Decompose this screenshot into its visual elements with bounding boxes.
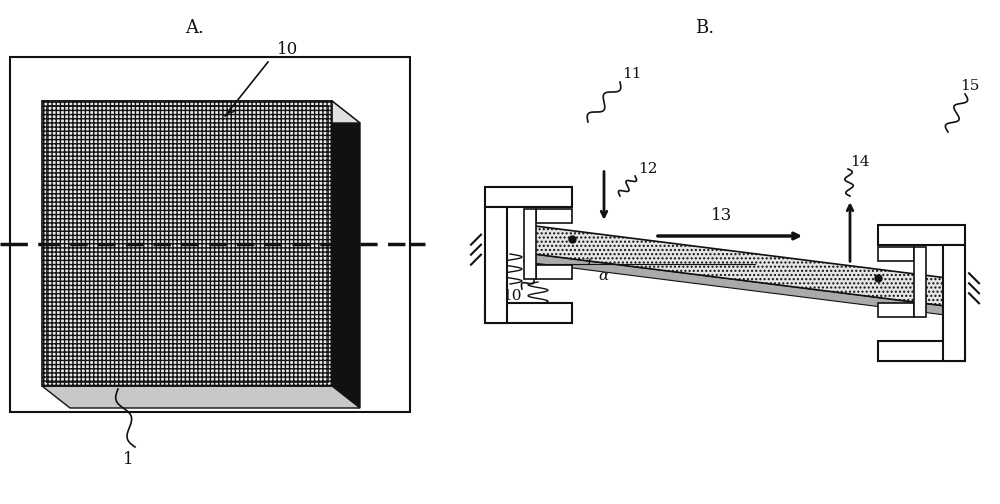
Polygon shape (531, 226, 955, 307)
Bar (878, 225, 965, 245)
Text: 13: 13 (711, 208, 733, 224)
Text: 11: 11 (622, 67, 642, 81)
Text: 1: 1 (123, 451, 133, 468)
Bar (524, 209, 536, 279)
Bar (536, 209, 572, 223)
Polygon shape (42, 101, 332, 386)
Bar (485, 186, 572, 207)
Text: B.: B. (695, 19, 715, 37)
Text: 14: 14 (850, 155, 870, 169)
Polygon shape (42, 386, 360, 408)
Bar (485, 303, 572, 323)
Bar (914, 247, 926, 318)
Text: 15: 15 (960, 79, 980, 93)
Bar (10, 57, 410, 412)
Bar (878, 247, 914, 261)
Text: 10: 10 (277, 40, 299, 57)
Polygon shape (332, 101, 360, 408)
Text: A.: A. (186, 19, 204, 37)
Bar (536, 265, 572, 279)
Text: 12: 12 (638, 162, 658, 176)
Bar (485, 207, 507, 323)
Bar (878, 341, 965, 361)
Polygon shape (523, 254, 951, 315)
Text: 10: 10 (502, 289, 522, 303)
Text: 1: 1 (537, 305, 547, 319)
Bar (878, 303, 914, 318)
Polygon shape (42, 101, 360, 123)
Bar (943, 245, 965, 361)
Text: α: α (598, 269, 608, 283)
